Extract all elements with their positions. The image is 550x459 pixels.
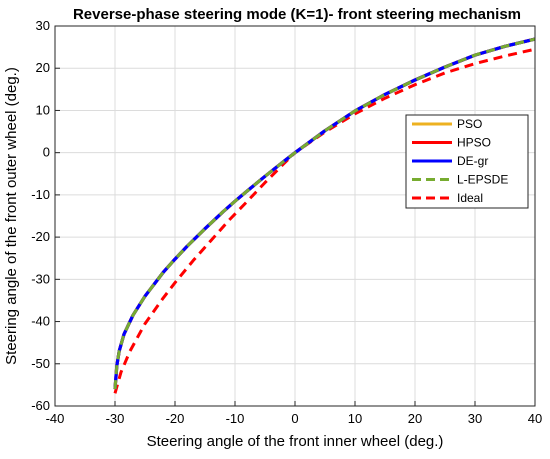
legend-label: PSO <box>457 117 482 131</box>
plot-area <box>113 37 536 394</box>
x-tick-label: 10 <box>348 411 362 426</box>
x-tick-label: -30 <box>106 411 125 426</box>
y-tick-label: -50 <box>31 356 50 371</box>
x-tick-label: -40 <box>46 411 65 426</box>
y-tick-label: -20 <box>31 229 50 244</box>
series-line-pso <box>113 37 536 390</box>
y-tick-label: 30 <box>36 18 50 33</box>
series-line-hpso <box>113 37 536 390</box>
x-tick-label: 30 <box>468 411 482 426</box>
series-line-de-gr <box>113 37 536 390</box>
y-tick-label: 20 <box>36 60 50 75</box>
y-tick-label: -30 <box>31 271 50 286</box>
y-tick-label: 0 <box>43 145 50 160</box>
y-axis-label: Steering angle of the front outer wheel … <box>3 67 20 365</box>
x-ticks: -40 -30 -20 -10 0 10 20 30 40 <box>46 401 542 426</box>
legend-label: L-EPSDE <box>457 173 508 187</box>
y-tick-label: -40 <box>31 314 50 329</box>
grid <box>54 25 536 407</box>
legend-label: DE-gr <box>457 154 488 168</box>
x-axis-label: Steering angle of the front inner wheel … <box>147 433 444 450</box>
legend-label: Ideal <box>457 191 483 205</box>
x-tick-label: 40 <box>528 411 542 426</box>
y-tick-label: 10 <box>36 102 50 117</box>
x-tick-label: -20 <box>166 411 185 426</box>
series-line-l-epsde <box>113 37 536 390</box>
x-tick-label: -10 <box>226 411 245 426</box>
chart-title: Reverse-phase steering mode (K=1)- front… <box>73 6 521 23</box>
legend-label: HPSO <box>457 136 491 150</box>
y-tick-label: -60 <box>31 398 50 413</box>
series-line-ideal <box>113 47 536 394</box>
y-tick-label: -10 <box>31 187 50 202</box>
y-ticks: 30 20 10 0 -10 -20 -30 -40 -50 -60 <box>31 18 60 413</box>
x-tick-label: 0 <box>291 411 298 426</box>
legend: PSO HPSO DE-gr L-EPSDE Ideal <box>405 114 529 209</box>
x-tick-label: 20 <box>408 411 422 426</box>
